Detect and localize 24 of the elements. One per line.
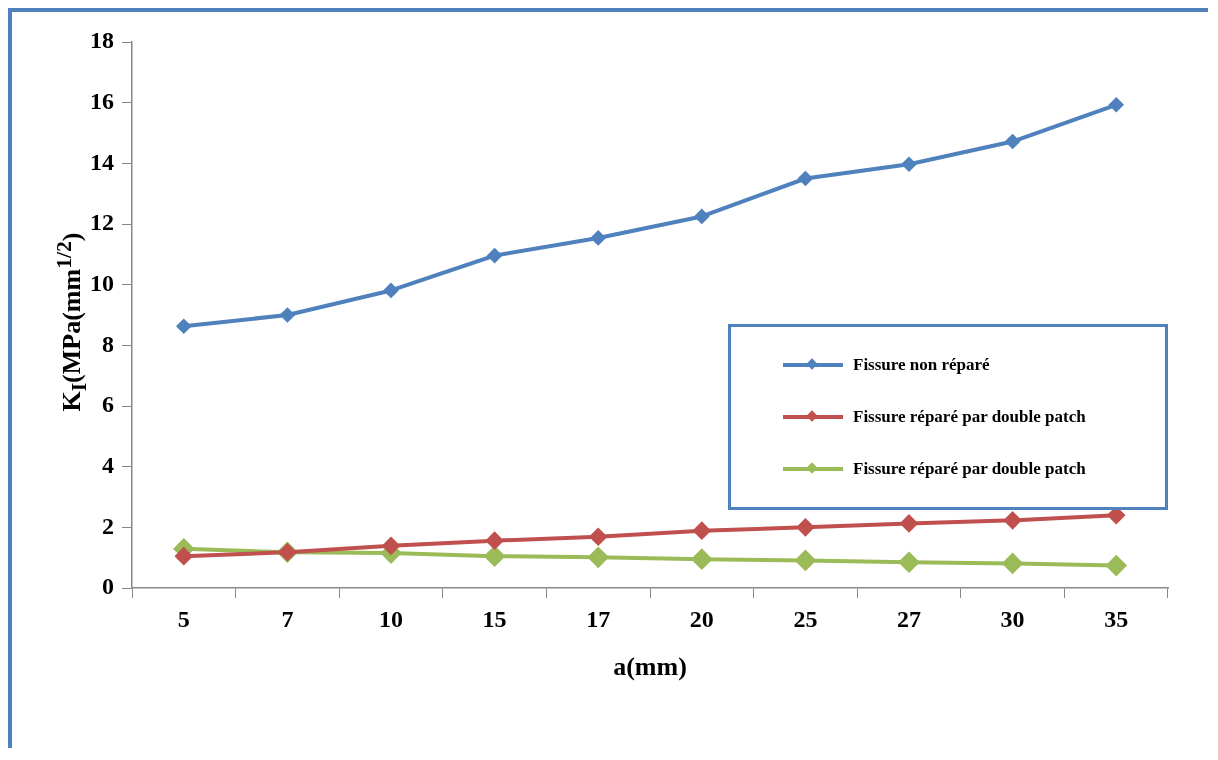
x-tick-label: 20 bbox=[689, 605, 714, 632]
y-tick-label: 18 bbox=[90, 27, 114, 54]
legend-label: Fissure réparé par double patch bbox=[853, 459, 1086, 479]
y-tick-label: 12 bbox=[90, 209, 114, 236]
x-tick-label: 17 bbox=[586, 605, 611, 632]
x-tick-label: 35 bbox=[1104, 605, 1129, 632]
x-tick-label: 10 bbox=[379, 605, 403, 632]
y-tick-label: 2 bbox=[102, 512, 114, 539]
x-tick-label: 15 bbox=[482, 605, 507, 632]
y-tick-label: 6 bbox=[102, 391, 114, 418]
y-tick-label: 14 bbox=[90, 148, 114, 175]
x-tick-label: 25 bbox=[793, 605, 818, 632]
y-tick-label: 10 bbox=[90, 269, 114, 296]
legend-label: Fissure non réparé bbox=[853, 355, 990, 375]
y-tick-label: 0 bbox=[102, 573, 114, 600]
y-tick-label: 16 bbox=[90, 87, 114, 114]
x-tick-label: 27 bbox=[897, 605, 921, 632]
legend-label: Fissure réparé par double patch bbox=[853, 407, 1086, 427]
y-tick-label: 8 bbox=[102, 330, 114, 357]
x-tick-label: 7 bbox=[281, 605, 294, 632]
x-tick-label: 30 bbox=[1000, 605, 1025, 632]
x-axis-title: a(mm) bbox=[613, 652, 687, 682]
x-tick-label: 5 bbox=[177, 605, 190, 632]
y-tick-label: 4 bbox=[102, 451, 114, 478]
